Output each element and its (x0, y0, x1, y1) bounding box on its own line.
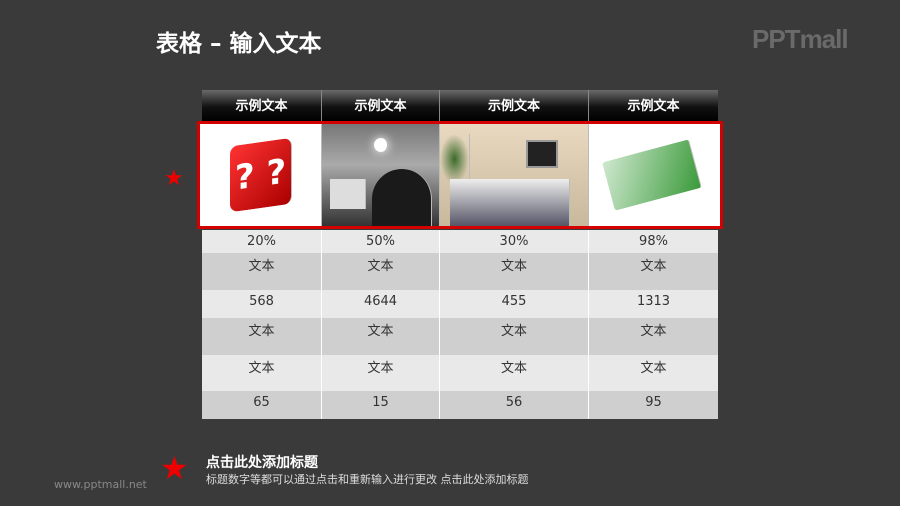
table-cell: 文本 (440, 318, 589, 355)
table-cell: 56 (440, 391, 589, 419)
website-url: www.pptmall.net (54, 478, 147, 491)
question-dice-image: ? ? (202, 124, 322, 226)
table-cell: 4644 (322, 290, 440, 318)
header-cell: 示例文本 (322, 90, 440, 121)
header-cell: 示例文本 (202, 90, 322, 121)
star-icon: ★ (160, 449, 189, 487)
table-cell: 文本 (640, 324, 667, 339)
table-cell: 文本 (322, 253, 440, 290)
money-image (589, 124, 718, 226)
table-cell: 98% (639, 234, 668, 249)
table-body: 20% 50% 30% 98% 文本 文本 文本 文本 568 4644 455 1313 文本 文本 文本… (202, 230, 718, 419)
table-row: 20% 50% 30% 98% (202, 230, 718, 253)
table-cell: 文本 (440, 253, 589, 290)
image-row: ? ? (197, 121, 723, 229)
table-cell: 20% (202, 230, 322, 253)
table-cell: 文本 (202, 355, 322, 391)
table-cell: 30% (440, 230, 589, 253)
table-row: 65 15 56 95 (202, 391, 718, 419)
man-laptop-image (322, 124, 440, 226)
star-icon: ★ (164, 166, 184, 191)
table-header: 示例文本 示例文本 示例文本 示例文本 (202, 90, 718, 121)
header-cell: 示例文本 (440, 90, 589, 121)
slide-title: 表格 – 输入文本 (156, 31, 322, 57)
table-cell: 50% (322, 230, 440, 253)
header-cell: 示例文本 (627, 99, 680, 114)
data-table: 示例文本 示例文本 示例文本 示例文本 ? ? 20% 50% 30% 98% 文本 文本… (197, 90, 723, 419)
table-cell: 文本 (640, 259, 667, 274)
footer-description: 标题数字等都可以通过点击和重新输入进行更改 点击此处添加标题 (206, 473, 529, 486)
table-row: 文本 文本 文本 文本 (202, 253, 718, 290)
table-cell: 568 (202, 290, 322, 318)
table-row: 文本 文本 文本 文本 (202, 355, 718, 391)
table-cell: 95 (645, 395, 662, 410)
pptmall-logo: PPTmall (752, 24, 849, 54)
table-cell: 文本 (640, 361, 667, 376)
table-cell: 文本 (322, 355, 440, 391)
table-row: 568 4644 455 1313 (202, 290, 718, 318)
table-cell: 文本 (202, 318, 322, 355)
table-cell: 文本 (202, 253, 322, 290)
table-row: 文本 文本 文本 文本 (202, 318, 718, 355)
table-cell: 1313 (636, 294, 671, 309)
table-cell: 文本 (322, 318, 440, 355)
table-cell: 文本 (440, 355, 589, 391)
table-cell: 15 (322, 391, 440, 419)
table-cell: 65 (202, 391, 322, 419)
table-cell: 455 (440, 290, 589, 318)
footer-title[interactable]: 点击此处添加标题 (206, 455, 318, 471)
meeting-image (440, 124, 589, 226)
